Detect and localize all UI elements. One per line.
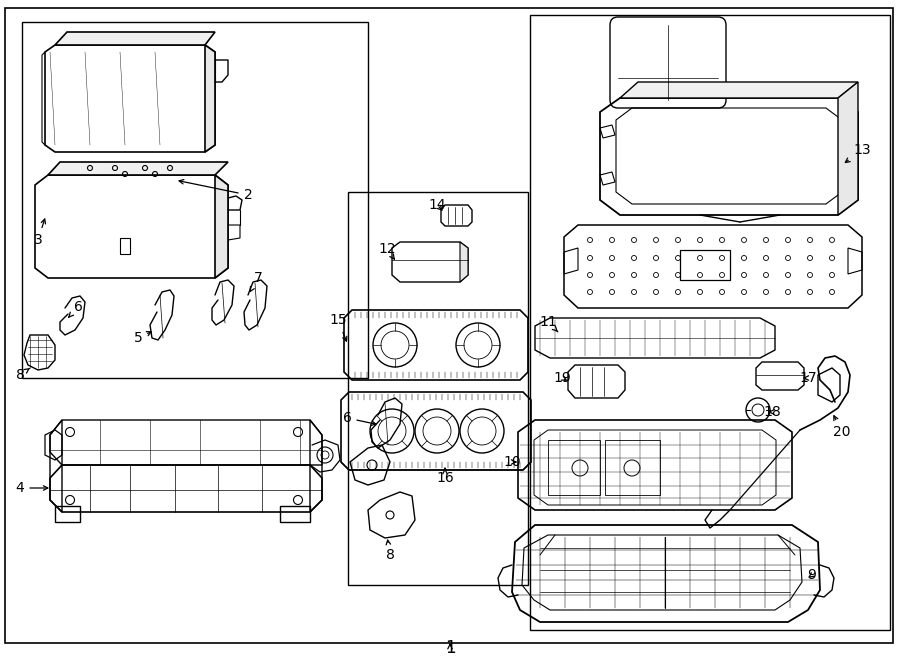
Text: 7: 7 <box>250 271 263 292</box>
Text: 6: 6 <box>68 300 83 317</box>
Polygon shape <box>460 242 468 282</box>
Polygon shape <box>838 82 858 215</box>
Text: 13: 13 <box>845 143 871 163</box>
Text: 6: 6 <box>343 411 376 426</box>
Bar <box>120 238 130 254</box>
Text: 5: 5 <box>133 331 151 345</box>
Polygon shape <box>48 162 228 175</box>
Text: 12: 12 <box>378 242 396 259</box>
Polygon shape <box>620 82 858 98</box>
Text: 9: 9 <box>807 568 816 582</box>
Text: 14: 14 <box>428 198 446 212</box>
Text: 20: 20 <box>833 416 850 439</box>
Text: 17: 17 <box>799 371 817 385</box>
Text: 8: 8 <box>15 368 30 382</box>
Bar <box>348 192 528 585</box>
Text: 18: 18 <box>763 405 781 419</box>
Text: 16: 16 <box>436 468 454 485</box>
Polygon shape <box>55 32 215 45</box>
Text: 3: 3 <box>33 219 46 247</box>
Text: 15: 15 <box>329 313 346 341</box>
Bar <box>22 22 368 378</box>
Text: 19: 19 <box>554 371 571 385</box>
Bar <box>530 15 890 630</box>
Bar <box>680 250 730 280</box>
Text: 8: 8 <box>385 540 394 562</box>
Polygon shape <box>215 175 228 278</box>
Polygon shape <box>205 45 215 152</box>
Text: 4: 4 <box>15 481 48 495</box>
Text: 10: 10 <box>503 455 521 469</box>
Text: 1: 1 <box>445 639 455 657</box>
Text: 2: 2 <box>179 180 252 202</box>
Text: 11: 11 <box>539 315 558 332</box>
